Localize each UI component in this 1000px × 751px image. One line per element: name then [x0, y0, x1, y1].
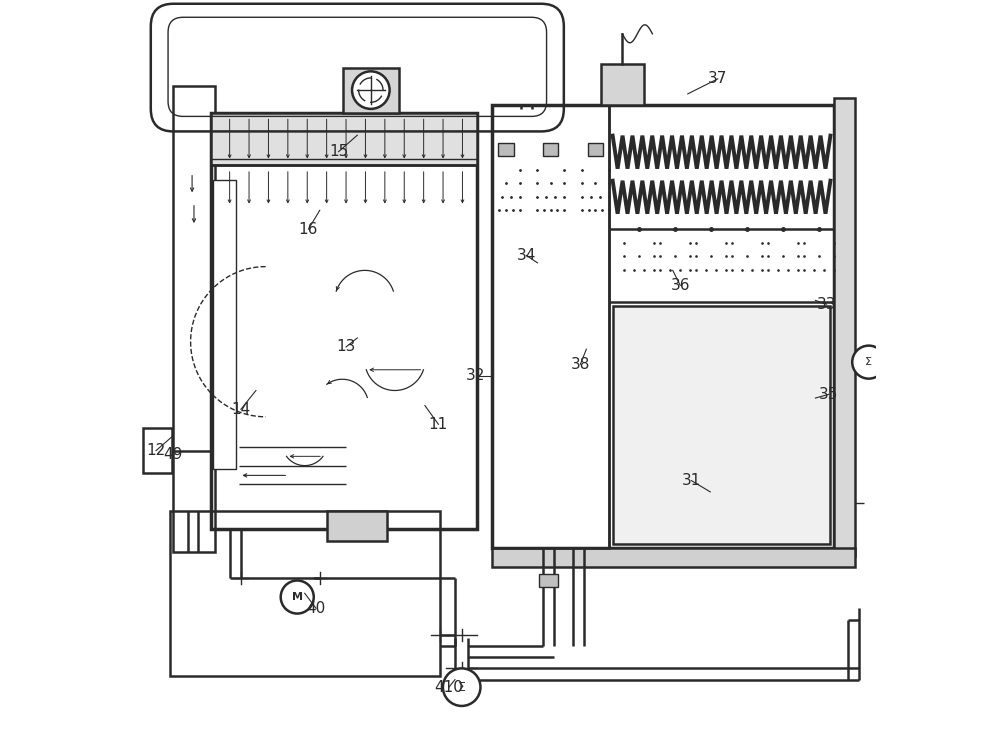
Circle shape: [281, 581, 314, 614]
Text: 13: 13: [336, 339, 356, 354]
Text: 11: 11: [429, 417, 448, 432]
Text: 49: 49: [164, 447, 183, 462]
Text: Σ: Σ: [458, 680, 466, 694]
Text: 37: 37: [708, 71, 727, 86]
Bar: [834, 98, 855, 556]
Text: M: M: [292, 592, 303, 602]
Text: Σ: Σ: [865, 357, 872, 367]
Circle shape: [352, 71, 390, 109]
Text: 31: 31: [682, 473, 701, 488]
Bar: [143, 428, 172, 473]
Text: 40: 40: [306, 601, 326, 616]
Circle shape: [852, 345, 885, 379]
Bar: [173, 86, 215, 552]
Bar: [492, 548, 855, 567]
Text: 36: 36: [670, 278, 690, 293]
Text: 33: 33: [817, 297, 836, 312]
Bar: [601, 64, 644, 105]
Bar: [498, 143, 514, 156]
Text: 32: 32: [466, 368, 486, 383]
Text: 14: 14: [231, 402, 251, 417]
Bar: [343, 68, 399, 113]
Circle shape: [443, 668, 480, 706]
Bar: [211, 113, 477, 165]
Bar: [170, 511, 440, 676]
Text: 12: 12: [146, 443, 166, 458]
Text: 34: 34: [517, 248, 536, 263]
Bar: [588, 143, 603, 156]
Bar: [327, 511, 387, 541]
Bar: [613, 306, 830, 544]
Text: 35: 35: [819, 387, 839, 402]
Text: 15: 15: [329, 144, 348, 159]
Bar: [211, 113, 477, 529]
Bar: [492, 105, 834, 548]
Bar: [539, 574, 558, 587]
Text: 410: 410: [434, 680, 463, 695]
Bar: [543, 143, 558, 156]
Bar: [213, 180, 236, 469]
Bar: [492, 105, 609, 548]
Text: 16: 16: [299, 222, 318, 237]
Text: 38: 38: [571, 357, 590, 372]
